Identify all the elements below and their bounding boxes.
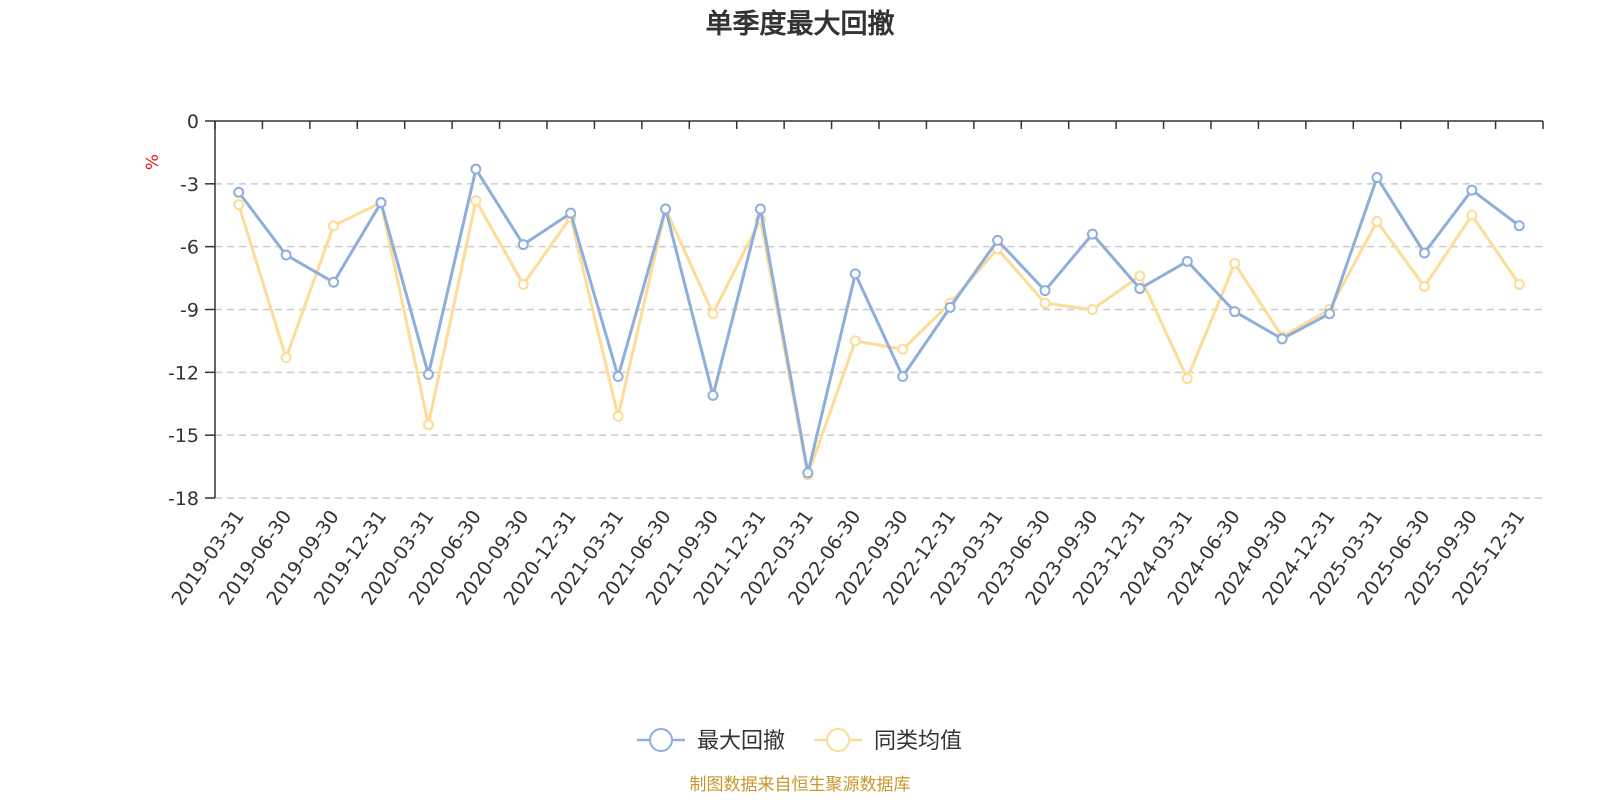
series-line bbox=[237, 199, 1521, 477]
data-point bbox=[375, 197, 387, 209]
data-point bbox=[328, 220, 340, 232]
data-point bbox=[1086, 228, 1098, 240]
data-point bbox=[897, 371, 909, 383]
data-point bbox=[1039, 297, 1051, 309]
data-point bbox=[897, 343, 909, 355]
data-point bbox=[1229, 257, 1241, 269]
data-point bbox=[470, 163, 482, 175]
data-point bbox=[1134, 283, 1146, 295]
legend-item-peer-average: 同类均值 bbox=[814, 728, 962, 754]
data-point bbox=[992, 234, 1004, 246]
data-point bbox=[1276, 333, 1288, 345]
data-point bbox=[1039, 285, 1051, 297]
data-point bbox=[1229, 306, 1241, 318]
data-point bbox=[1371, 172, 1383, 184]
data-point bbox=[517, 239, 529, 251]
data-point bbox=[1513, 220, 1525, 232]
data-point bbox=[422, 419, 434, 431]
data-point bbox=[1513, 278, 1525, 290]
data-point bbox=[754, 203, 766, 215]
data-point bbox=[849, 335, 861, 347]
legend: 最大回撤 同类均值 bbox=[637, 728, 962, 754]
legend-label: 最大回撤 bbox=[697, 729, 785, 754]
y-tick-label: -15 bbox=[168, 425, 199, 447]
y-tick-label: -6 bbox=[180, 237, 199, 259]
data-point bbox=[849, 268, 861, 280]
chart-title: 单季度最大回撤 bbox=[706, 8, 895, 40]
data-point bbox=[1181, 373, 1193, 385]
data-point bbox=[280, 249, 292, 261]
data-point bbox=[612, 410, 624, 422]
data-point bbox=[1418, 247, 1430, 259]
data-point bbox=[660, 203, 672, 215]
data-point bbox=[565, 207, 577, 219]
data-point bbox=[328, 276, 340, 288]
y-tick-label: 0 bbox=[187, 111, 199, 133]
data-point bbox=[517, 278, 529, 290]
data-point bbox=[233, 186, 245, 198]
data-source-note: 制图数据来自恒生聚源数据库 bbox=[690, 775, 911, 795]
data-point bbox=[802, 467, 814, 479]
y-tick-label: -12 bbox=[168, 362, 199, 384]
data-point bbox=[470, 195, 482, 207]
data-point bbox=[233, 199, 245, 211]
data-point bbox=[1466, 209, 1478, 221]
data-point bbox=[1466, 184, 1478, 196]
y-tick-label: -18 bbox=[168, 488, 199, 510]
y-tick-label: -3 bbox=[180, 174, 199, 196]
legend-marker-icon bbox=[649, 728, 673, 752]
data-point bbox=[1418, 280, 1430, 292]
series-lines bbox=[233, 163, 1525, 481]
data-point bbox=[1134, 270, 1146, 282]
series-line bbox=[237, 167, 1521, 475]
legend-item-max-drawdown: 最大回撤 bbox=[637, 728, 785, 754]
y-tick-label: -9 bbox=[180, 300, 199, 322]
data-point bbox=[1181, 255, 1193, 267]
legend-marker-icon bbox=[826, 728, 850, 752]
data-point bbox=[1324, 308, 1336, 320]
data-point bbox=[707, 308, 719, 320]
data-point bbox=[944, 301, 956, 313]
legend-label: 同类均值 bbox=[874, 729, 962, 754]
grid-lines bbox=[215, 183, 1543, 499]
data-point bbox=[612, 371, 624, 383]
data-point bbox=[422, 368, 434, 380]
series-peer-average bbox=[233, 195, 1525, 481]
y-axis-unit-label: % bbox=[143, 154, 163, 170]
series-max-drawdown bbox=[233, 163, 1525, 479]
data-point bbox=[1371, 216, 1383, 228]
data-point bbox=[707, 389, 719, 401]
data-point bbox=[280, 352, 292, 364]
data-point bbox=[1086, 304, 1098, 315]
axes: 0-3-6-9-12-15-182019-03-312019-06-302019… bbox=[167, 111, 1544, 609]
